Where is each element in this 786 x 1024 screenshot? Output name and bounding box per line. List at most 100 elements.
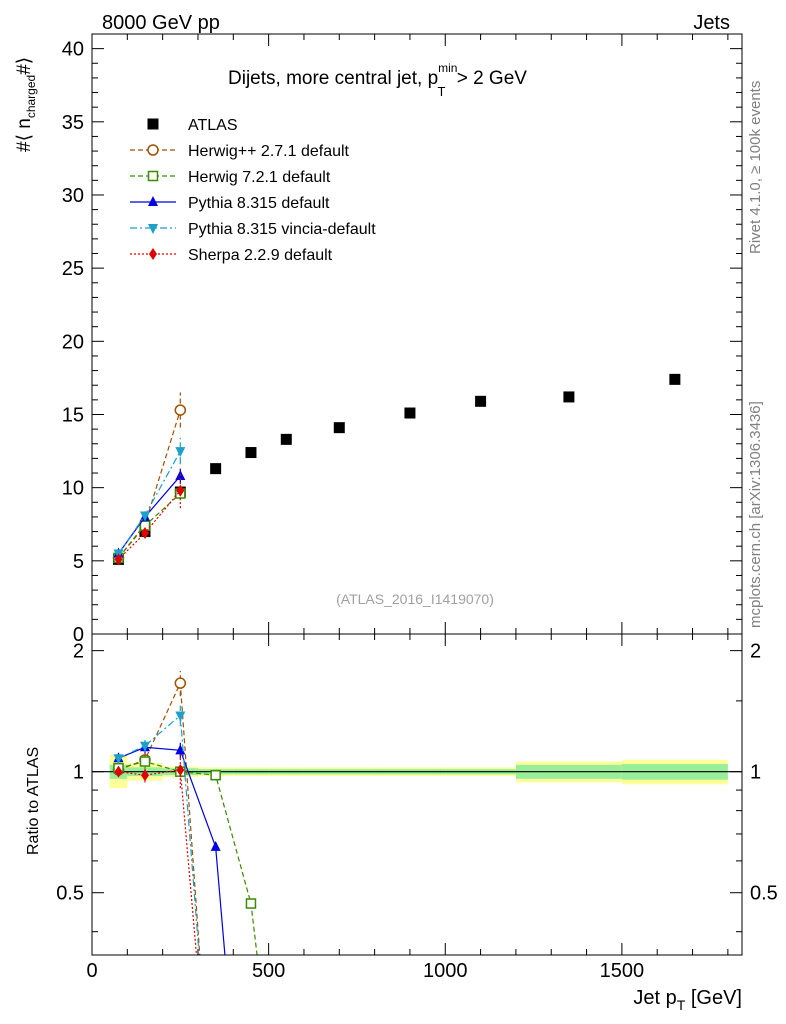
ratio-data-point bbox=[139, 741, 150, 752]
ratio-y-axis-label: Ratio to ATLAS bbox=[25, 747, 42, 855]
ratio-series-line bbox=[118, 682, 201, 955]
ratio-series-line bbox=[118, 746, 226, 955]
ratio-y-tick-label-right: 2 bbox=[750, 641, 761, 663]
legend-entry-label: Sherpa 2.2.9 default bbox=[188, 247, 333, 264]
uncertainty-bands bbox=[92, 755, 742, 789]
ratio-data-point bbox=[175, 744, 186, 755]
ratio-data-point bbox=[113, 754, 124, 765]
ratio-data-point bbox=[245, 898, 257, 909]
ratio-series-herwig-7-2-1-default bbox=[113, 755, 258, 955]
main-panel: 0 5 10 15 20 25 30 35 40 Dijets, more central je… bbox=[14, 33, 743, 646]
data-point bbox=[175, 447, 186, 458]
legend-marker bbox=[147, 170, 159, 182]
data-point bbox=[174, 404, 187, 416]
main-title: Dijets, more central jet, pmin T > 2 GeV bbox=[228, 61, 527, 99]
main-y-tick-label: 5 bbox=[73, 551, 84, 573]
ratio-data-point bbox=[140, 769, 149, 782]
x-label-prefix: Jet p bbox=[633, 987, 676, 1009]
ratio-data-point bbox=[176, 763, 185, 776]
legend-entry-label: Herwig++ 2.7.1 default bbox=[188, 143, 350, 160]
main-y-tick-label: 40 bbox=[62, 39, 84, 61]
ratio-series-herwig-2-7-1-default bbox=[112, 670, 201, 955]
main-y-tick-label: 10 bbox=[62, 478, 84, 500]
data-point bbox=[245, 447, 257, 459]
ratio-data-point bbox=[114, 765, 123, 778]
legend-marker bbox=[147, 144, 159, 156]
ratio-data-point bbox=[174, 677, 187, 689]
main-title-suffix: > 2 GeV bbox=[451, 68, 527, 89]
main-y-axis-label: #⟨ ncharged#⟩ bbox=[14, 57, 38, 152]
x-tick-label: 0 bbox=[86, 960, 97, 982]
data-point bbox=[114, 553, 123, 566]
x-tick-label: 1500 bbox=[600, 960, 645, 982]
x-tick-label: 500 bbox=[252, 960, 285, 982]
ratio-data-point bbox=[210, 840, 221, 851]
header-left: 8000 GeV pp bbox=[102, 12, 220, 34]
data-point bbox=[210, 463, 222, 475]
ratio-frame bbox=[91, 633, 743, 956]
main-y-ticks: 0 5 10 15 20 25 30 35 40 bbox=[62, 33, 742, 646]
ratio-y-tick-label-right: 1 bbox=[750, 762, 761, 784]
legend: ATLAS Herwig++ 2.7.1 default Herwig 7.2.1 … bbox=[130, 117, 376, 264]
series-herwig-7-2-1-default bbox=[113, 487, 186, 564]
data-point bbox=[404, 407, 416, 419]
series-line bbox=[118, 475, 181, 554]
data-point bbox=[563, 391, 575, 403]
legend-entry-label: ATLAS bbox=[188, 117, 238, 134]
main-y-tick-label: 35 bbox=[62, 112, 84, 134]
main-y-tick-label: 0 bbox=[73, 624, 84, 646]
x-label-sub: T bbox=[677, 997, 686, 1013]
ratio-y-tick-label: 1 bbox=[73, 762, 84, 784]
ratio-panel: 0.5 0.5 1 1 2 2 0 500 1000 1500 Ratio to ATLAS Je… bbox=[25, 633, 778, 1013]
legend-marker bbox=[148, 224, 158, 234]
main-y-tick-label: 20 bbox=[62, 331, 84, 353]
legend-marker bbox=[147, 118, 159, 130]
ratio-series-sherpa-2-2-9-default bbox=[114, 753, 198, 955]
ratio-data-point bbox=[210, 769, 221, 781]
header-right: Jets bbox=[693, 12, 730, 34]
x-tick-label: 1000 bbox=[423, 960, 468, 982]
ratio-series-line bbox=[118, 769, 198, 955]
mcplots-label: mcplots.cern.ch [arXiv:1306.3436] bbox=[747, 401, 764, 628]
data-point bbox=[176, 484, 185, 497]
ratio-series-pythia-8-315-default bbox=[113, 741, 226, 955]
ratio-series-line bbox=[118, 760, 258, 955]
main-y-tick-label: 25 bbox=[62, 258, 84, 280]
x-label-suffix: [GeV] bbox=[685, 987, 742, 1009]
ratio-series-line bbox=[118, 714, 200, 955]
ratio-data-point bbox=[175, 711, 186, 722]
main-title-sup: min bbox=[438, 61, 457, 75]
ratio-series-pythia-8-315-vincia-default bbox=[113, 705, 200, 955]
main-y-label-prefix: #⟨ n bbox=[14, 118, 35, 152]
ratio-y-tick-label-right: 0.5 bbox=[750, 883, 778, 905]
ratio-data-point bbox=[139, 756, 151, 767]
series-sherpa-2-2-9-default bbox=[114, 473, 185, 566]
data-point bbox=[139, 511, 150, 522]
reference-label: (ATLAS_2016_I1419070) bbox=[336, 591, 494, 607]
ratio-y-tick-label: 0.5 bbox=[56, 883, 84, 905]
main-y-tick-label: 15 bbox=[62, 404, 84, 426]
data-point bbox=[140, 527, 149, 540]
legend-marker bbox=[149, 248, 157, 260]
legend-marker bbox=[148, 196, 158, 206]
series-herwig-2-7-1-default bbox=[112, 392, 187, 564]
main-title-sub: T bbox=[437, 84, 445, 99]
legend-entry-label: Pythia 8.315 default bbox=[188, 195, 330, 212]
main-y-label-sub: charged bbox=[24, 75, 38, 118]
legend-entry-label: Pythia 8.315 vincia-default bbox=[188, 221, 376, 238]
main-y-tick-label: 30 bbox=[62, 185, 84, 207]
main-title-prefix: Dijets, more central jet, p bbox=[228, 68, 438, 89]
data-point bbox=[333, 422, 345, 434]
data-point bbox=[280, 433, 292, 445]
data-point bbox=[475, 395, 487, 407]
rivet-label: Rivet 4.1.0, ≥ 100k events bbox=[747, 81, 764, 254]
x-axis-label: Jet pT [GeV] bbox=[633, 987, 742, 1013]
main-y-label-suffix: #⟩ bbox=[14, 57, 35, 75]
data-point bbox=[669, 373, 681, 385]
series-pythia-8-315-vincia-default bbox=[113, 437, 186, 560]
series-atlas bbox=[112, 373, 681, 565]
ratio-axis-ticks: 0.5 0.5 1 1 2 2 0 500 1000 1500 bbox=[56, 634, 778, 982]
ratio-y-tick-label: 2 bbox=[73, 641, 84, 663]
legend-entry-label: Herwig 7.2.1 default bbox=[188, 169, 331, 186]
